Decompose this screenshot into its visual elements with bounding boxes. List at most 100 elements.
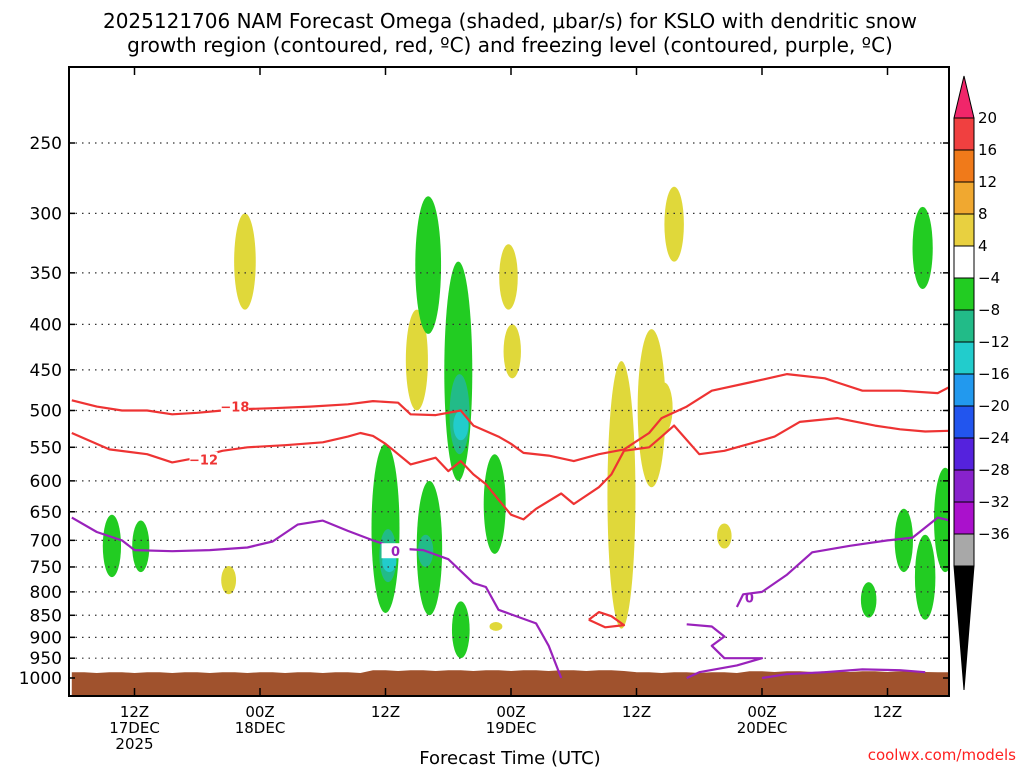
contour-line-2 (588, 611, 626, 629)
terrain-ground (71, 670, 949, 696)
omega-region-0 (234, 213, 256, 310)
omega-region-2 (405, 309, 428, 411)
colorbar-label-12: −32 (978, 493, 1010, 511)
contour-line-0 (71, 373, 949, 463)
ytick-label-900: 900 (30, 628, 62, 648)
omega-region-21 (894, 508, 913, 573)
colorbar-label-6: −8 (978, 301, 1000, 319)
colorbar-bottom-arrow (953, 565, 975, 691)
contour-line-5 (735, 516, 949, 608)
colorbar-label-13: −36 (978, 525, 1010, 543)
pressure-axis: 2503003504004505005506006507007508008509… (19, 134, 949, 689)
colorbar-segment-2 (953, 149, 975, 183)
xtick-label-10-1: 18DEC (235, 719, 286, 737)
contours: −18 −12 0 0 (71, 373, 949, 680)
xtick-label-0-0: 12Z (120, 703, 149, 721)
colorbar-label-5: −4 (978, 269, 1000, 287)
contour-label-bg-1 (189, 451, 218, 467)
ytick-label-700: 700 (30, 531, 62, 551)
colorbar-segment-9 (953, 373, 975, 407)
colorbar-label-0: 20 (978, 109, 997, 127)
xtick-label-0-1: 17DEC (109, 719, 160, 737)
ytick-label-250: 250 (30, 134, 62, 154)
colorbar-label-9: −20 (978, 397, 1010, 415)
ytick-label-850: 850 (30, 606, 62, 626)
contour-line-4 (686, 623, 764, 679)
ytick-label-600: 600 (30, 472, 62, 492)
omega-region-13 (415, 196, 442, 334)
xtick-label-40-0: 12Z (622, 703, 651, 721)
colorbar-segment-7 (953, 309, 975, 343)
ytick-label-800: 800 (30, 583, 62, 603)
colorbar-segment-11 (953, 437, 975, 471)
ytick-label-300: 300 (30, 204, 62, 224)
plot-frame (68, 66, 950, 697)
terrain-band (71, 670, 949, 696)
colorbar-segment-10 (953, 405, 975, 439)
omega-region-19 (914, 534, 936, 620)
ytick-label-950: 950 (30, 649, 62, 669)
colorbar-segment-1 (953, 117, 975, 151)
omega-region-8 (664, 186, 684, 262)
contour-label-bg-0 (220, 398, 249, 414)
contour-line-1 (71, 417, 949, 521)
contour-line-3 (71, 516, 563, 679)
x-axis-label: Forecast Time (UTC) (419, 748, 600, 768)
omega-region-22 (934, 467, 949, 573)
xtick-label-30-1: 19DEC (486, 719, 537, 737)
contour-line-6 (761, 668, 926, 680)
omega-region-7 (655, 382, 673, 433)
colorbar-segment-14 (953, 533, 975, 567)
xtick-label-10-0: 00Z (245, 703, 274, 721)
colorbar-segment-5 (953, 245, 975, 279)
ytick-label-350: 350 (30, 264, 62, 284)
colorbar-label-11: −28 (978, 461, 1010, 479)
colorbar-segment-8 (953, 341, 975, 375)
xtick-label-0-2: 2025 (115, 735, 153, 753)
colorbar-label-8: −16 (978, 365, 1010, 383)
contour-label-0: −18 (220, 401, 249, 416)
ytick-label-750: 750 (30, 558, 62, 578)
omega-region-1 (221, 565, 237, 595)
colorbar-segment-12 (953, 469, 975, 503)
colorbar-label-7: −12 (978, 333, 1010, 351)
title-line-2: growth region (contoured, red, ºC) and f… (127, 33, 893, 57)
xtick-label-20-0: 12Z (371, 703, 400, 721)
omega-shading (102, 186, 949, 659)
omega-region-4 (503, 324, 521, 379)
xtick-label-30-0: 00Z (496, 703, 525, 721)
colorbar-segment-3 (953, 181, 975, 215)
omega-region-18 (483, 454, 506, 554)
contour-label-4: 0 (745, 592, 754, 607)
ytick-label-450: 450 (30, 361, 62, 381)
contour-label-bg-3 (381, 543, 410, 559)
omega-region-11 (102, 514, 122, 578)
omega-region-23 (912, 206, 933, 290)
omega-region-20 (860, 582, 877, 618)
colorbar-top-arrow (953, 75, 975, 119)
omega-region-5 (607, 361, 636, 629)
colorbar-segment-4 (953, 213, 975, 247)
ytick-label-400: 400 (30, 315, 62, 335)
ytick-label-1000: 1000 (19, 669, 62, 689)
title-line-1: 2025121706 NAM Forecast Omega (shaded, μ… (103, 9, 917, 33)
contour-label-1: −12 (189, 454, 218, 469)
xtick-label-60-0: 12Z (873, 703, 902, 721)
xtick-label-50-0: 00Z (747, 703, 776, 721)
colorbar-segment-13 (953, 501, 975, 535)
omega-region-15 (371, 443, 400, 614)
colorbar-label-2: 12 (978, 173, 997, 191)
colorbar-label-3: 8 (978, 205, 988, 223)
omega-region-12 (132, 520, 150, 573)
omega-region-3 (499, 244, 518, 310)
ytick-label-550: 550 (30, 438, 62, 458)
colorbar-segment-6 (953, 277, 975, 311)
colorbar: 20 16 12 8 4 −4 −8 −12 −16 −20 −24 −28 −32 −36 (953, 75, 1010, 691)
colorbar-label-4: 4 (978, 237, 988, 255)
credit-text: coolwx.com/models (868, 746, 1016, 764)
colorbar-label-10: −24 (978, 429, 1010, 447)
xtick-label-50-1: 20DEC (737, 719, 788, 737)
contour-label-3: 0 (391, 545, 400, 560)
